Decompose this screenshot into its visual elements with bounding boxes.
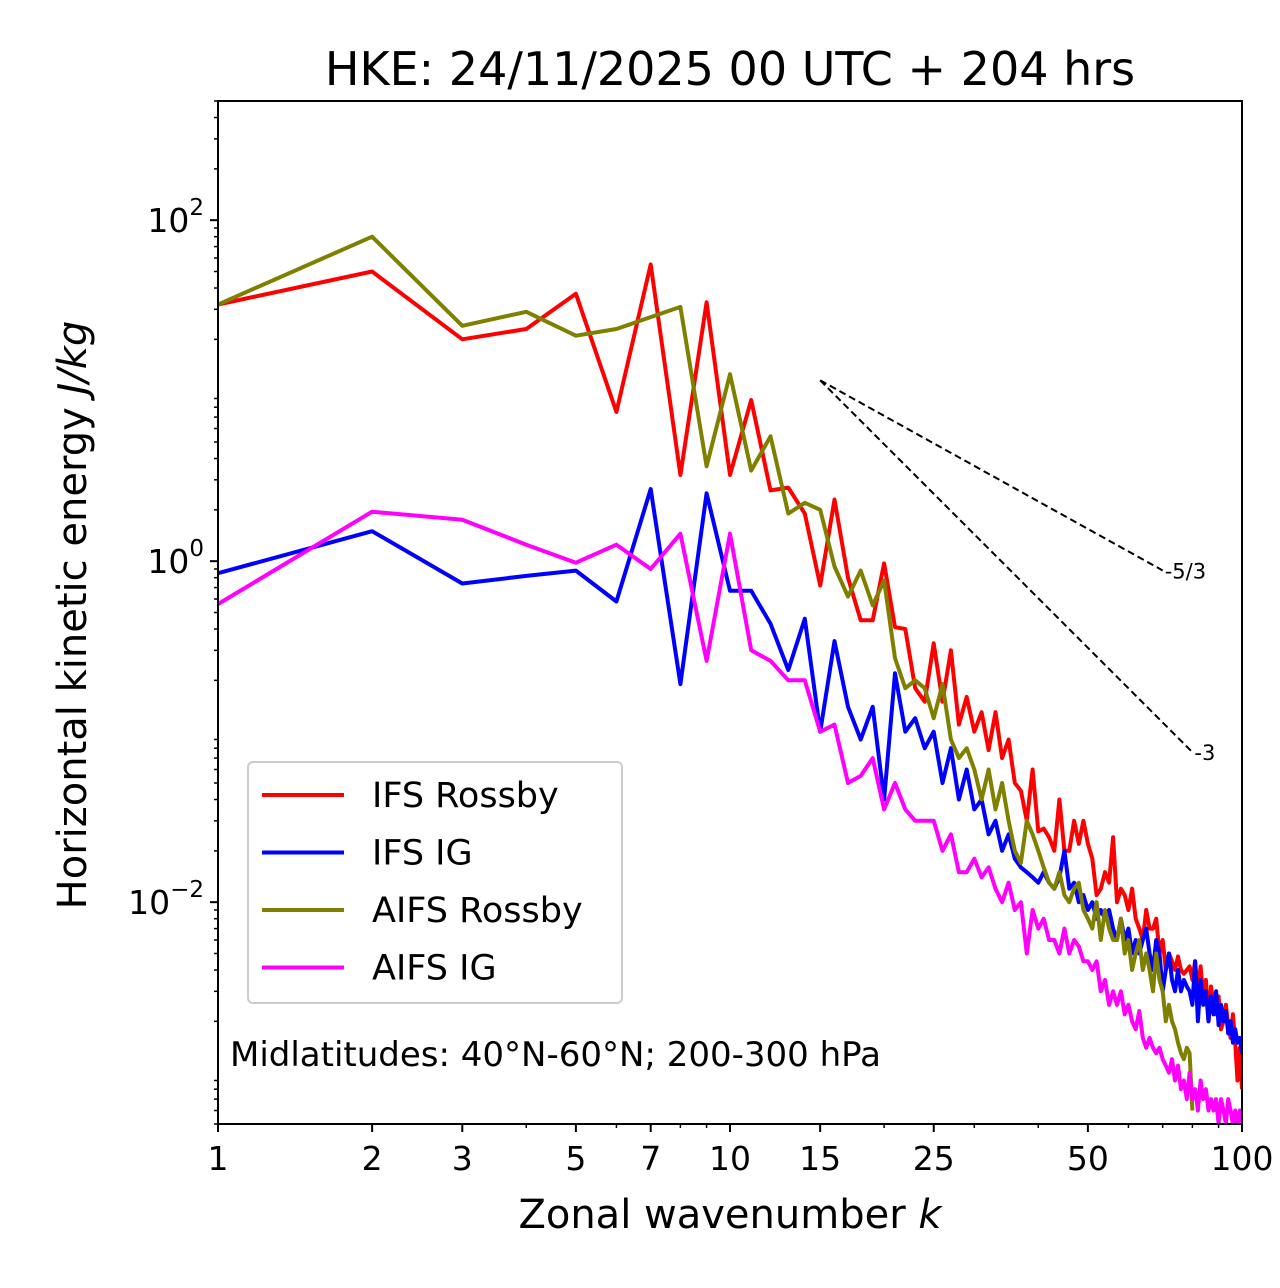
legend: IFS Rossby IFS IG AIFS Rossby AIFS IG — [247, 761, 623, 1004]
x-axis-label: Zonal wavenumber k — [518, 1192, 943, 1238]
legend-label-ifs-rossby: IFS Rossby — [372, 776, 559, 816]
x-tick-label: 5 — [565, 1139, 586, 1178]
reference-label-slope-3: -3 — [1194, 741, 1215, 765]
x-tick-label: 2 — [362, 1139, 383, 1178]
plot-frame — [217, 100, 1243, 1125]
x-tick-label: 1 — [208, 1139, 229, 1178]
reference-slopes: -5/3 -3 — [819, 379, 1215, 765]
x-tick-label: 3 — [452, 1139, 473, 1178]
region-annotation: Midlatitudes: 40°N-60°N; 200-300 hPa — [230, 1035, 881, 1075]
series-line-aifs-ig — [218, 509, 1242, 1124]
x-tick-label: 50 — [1067, 1139, 1109, 1178]
series-line-aifs-rossby — [218, 234, 1195, 1111]
chart-title: HKE: 24/11/2025 00 UTC + 204 hrs — [325, 42, 1135, 96]
y-tick-label: 102 — [147, 195, 204, 240]
x-tick-label: 7 — [640, 1139, 661, 1178]
x-tick-label: 10 — [709, 1139, 751, 1178]
x-tick-label: 25 — [913, 1139, 955, 1178]
series-line-ifs-ig — [218, 487, 1242, 1054]
x-tick-label: 100 — [1211, 1139, 1274, 1178]
legend-label-aifs-rossby: AIFS Rossby — [372, 891, 583, 931]
axis-ticks: 1 2 3 5 7 10 15 25 50 100 102 100 10−2 — [128, 100, 1274, 1178]
legend-label-ifs-ig: IFS IG — [372, 834, 473, 874]
y-axis-label: Horizontal kinetic energy J/kg — [50, 321, 96, 910]
y-tick-label: 100 — [147, 536, 204, 581]
reference-label-slope-5-3: -5/3 — [1165, 559, 1206, 583]
legend-label-aifs-ig: AIFS IG — [372, 949, 497, 989]
y-tick-label: 10−2 — [128, 877, 204, 922]
legend-box — [247, 761, 623, 1004]
series-layer — [218, 234, 1242, 1124]
x-tick-label: 15 — [799, 1139, 841, 1178]
